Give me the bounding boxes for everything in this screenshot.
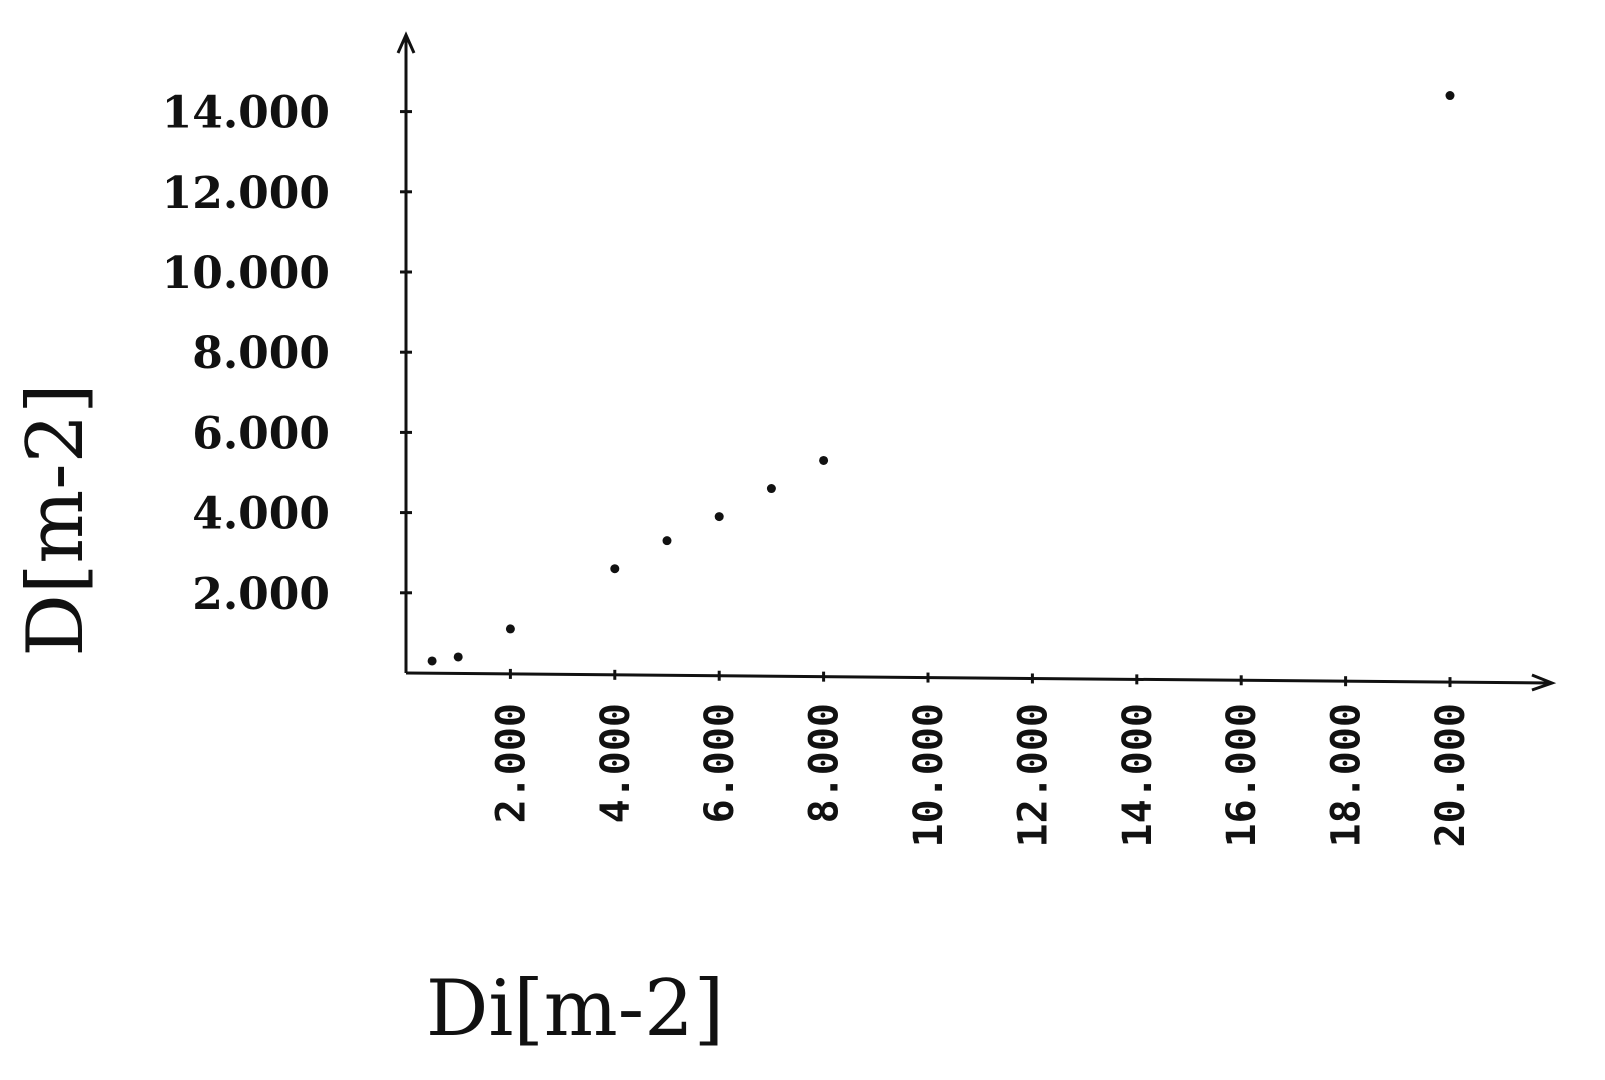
x-tick-label: 18.000: [1324, 703, 1370, 848]
x-tick-label: 6.000: [697, 703, 743, 823]
data-point: [1445, 91, 1455, 101]
y-tick-label: 8.000: [192, 328, 330, 379]
data-points: [427, 91, 1455, 666]
x-axis-arrow: [1531, 673, 1557, 692]
y-tick-label: 2.000: [192, 569, 330, 620]
y-axis-arrow: [396, 31, 416, 54]
x-axis-ticks: 2.000 4.000 6.000 8.000 10.000 12.000 14.000 16…: [488, 668, 1474, 848]
y-axis-ticks: 2.000 4.000 6.000 8.000 10.000 12.000 14.000: [162, 88, 412, 620]
y-tick-label: 4.000: [192, 489, 330, 540]
data-point: [714, 512, 724, 522]
data-point: [453, 652, 463, 662]
data-point: [610, 564, 620, 574]
x-tick-label: 8.000: [802, 703, 848, 823]
y-tick-label: 14.000: [162, 88, 330, 139]
x-tick-label: 2.000: [488, 703, 534, 823]
x-axis-title: Di[m-2]: [426, 964, 724, 1054]
y-axis-title: D[m-2]: [11, 383, 101, 656]
x-tick-label: 16.000: [1219, 703, 1265, 848]
x-tick-label: 10.000: [906, 703, 952, 848]
x-tick-label: 12.000: [1010, 703, 1056, 848]
data-point: [819, 455, 829, 465]
y-tick-label: 12.000: [162, 168, 330, 219]
axes: [396, 31, 1557, 692]
y-tick-label: 10.000: [162, 248, 330, 299]
data-point: [505, 624, 515, 634]
data-point: [662, 536, 672, 546]
x-tick-label: 4.000: [593, 703, 639, 823]
x-tick-label: 20.000: [1428, 703, 1474, 848]
x-tick-label: 14.000: [1115, 703, 1161, 848]
data-point: [766, 484, 776, 494]
data-point: [427, 656, 437, 666]
x-axis-line: [405, 671, 1552, 685]
y-tick-label: 6.000: [192, 408, 330, 459]
